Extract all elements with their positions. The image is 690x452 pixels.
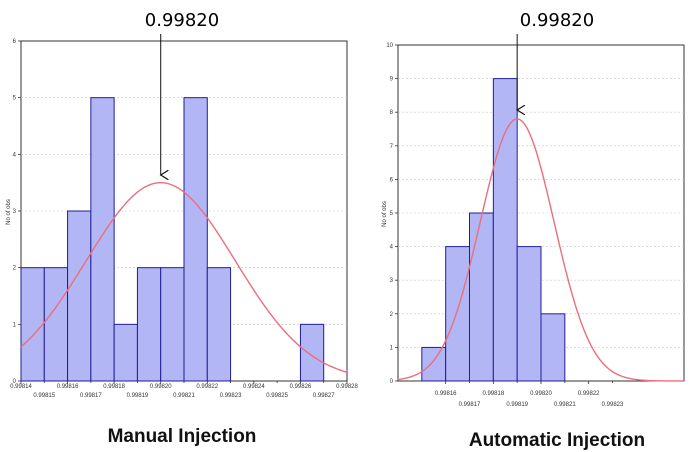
y-tick-label: 4 [390,245,394,251]
x-tick-label: 0.99816 [435,391,457,397]
y-tick-label: 7 [390,144,394,150]
histogram-bar [67,210,92,382]
x-tick-label: 0.99824 [243,384,265,390]
x-tick-label: 0.99828 [336,384,358,390]
histogram-bar [469,212,494,382]
x-tick-label: 0.99816 [57,384,79,390]
histogram-bars [421,78,566,382]
histogram-bars [20,97,325,382]
y-tick-label: 0 [390,379,394,385]
x-tick-label: 0.99826 [290,384,312,390]
x-tick-label: 0.99815 [33,393,55,399]
y-axis-ticks: 0 1 2 3 4 5 6 [13,39,21,385]
x-tick-label: 0.99821 [173,393,195,399]
y-tick-label: 0 [13,379,17,385]
annotation-label: 0.99820 [145,10,219,31]
x-tick-label: 0.99817 [80,393,102,399]
y-tick-label: 3 [390,278,394,284]
y-tick-label: 3 [13,209,17,215]
x-tick-label: 0.99825 [266,393,288,399]
histogram-bar [136,267,162,382]
y-tick-label: 9 [390,77,394,83]
histogram-bar [90,97,115,382]
x-axis-ticks: 0.99814 0.99816 0.99818 0.99820 0.99822 0.998… [10,381,359,399]
x-tick-label: 0.99818 [482,391,504,397]
x-tick-label: 0.99821 [554,402,576,408]
y-tick-label: 2 [390,312,394,318]
histogram-bar [206,267,232,382]
y-tick-label: 6 [390,177,394,183]
y-axis-label: No of obs [6,199,12,225]
x-tick-label: 0.99823 [220,393,242,399]
x-tick-label: 0.99817 [459,402,481,408]
x-tick-label: 0.99827 [313,393,335,399]
y-tick-label: 1 [13,322,17,328]
chart-caption: Automatic Injection [469,430,645,451]
annotation-label: 0.99820 [520,10,594,31]
x-tick-label: 0.99820 [150,384,172,390]
histogram-bar [299,323,325,382]
y-tick-label: 4 [13,152,17,158]
y-axis-label: No of obs [382,201,388,227]
normal-fit-curve [397,118,684,382]
y-axis-ticks: 0 1 2 3 4 5 6 7 8 9 10 [386,43,398,385]
histogram-bar [20,267,45,382]
y-tick-label: 8 [390,110,394,116]
histogram-bar [445,246,470,382]
histogram-bar [113,323,138,382]
x-tick-label: 0.99823 [602,402,624,408]
histogram-bar [516,246,542,382]
x-tick-label: 0.99814 [10,384,32,390]
histogram-bar [421,346,447,382]
histogram-bar [160,267,185,382]
x-tick-label: 0.99819 [506,402,528,408]
x-tick-label: 0.99822 [196,384,218,390]
x-tick-label: 0.99820 [530,391,552,397]
x-tick-label: 0.99819 [127,393,149,399]
y-tick-label: 5 [13,96,17,102]
normal-fit-curve [20,181,348,373]
y-tick-label: 1 [390,345,394,351]
chart-caption: Manual Injection [108,426,257,447]
x-axis-ticks: 0.99816 0.99818 0.99820 0.99822 0.99817 0.998… [435,381,624,408]
y-tick-label: 10 [386,43,393,49]
y-tick-label: 2 [13,266,17,272]
y-tick-label: 6 [13,39,17,45]
histogram-bar [183,97,208,382]
histogram-bar [43,267,69,382]
histogram-bar [492,78,518,382]
y-tick-label: 5 [390,211,394,217]
x-tick-label: 0.99818 [103,384,125,390]
x-tick-label: 0.99822 [578,391,600,397]
histogram-bar [540,313,566,382]
